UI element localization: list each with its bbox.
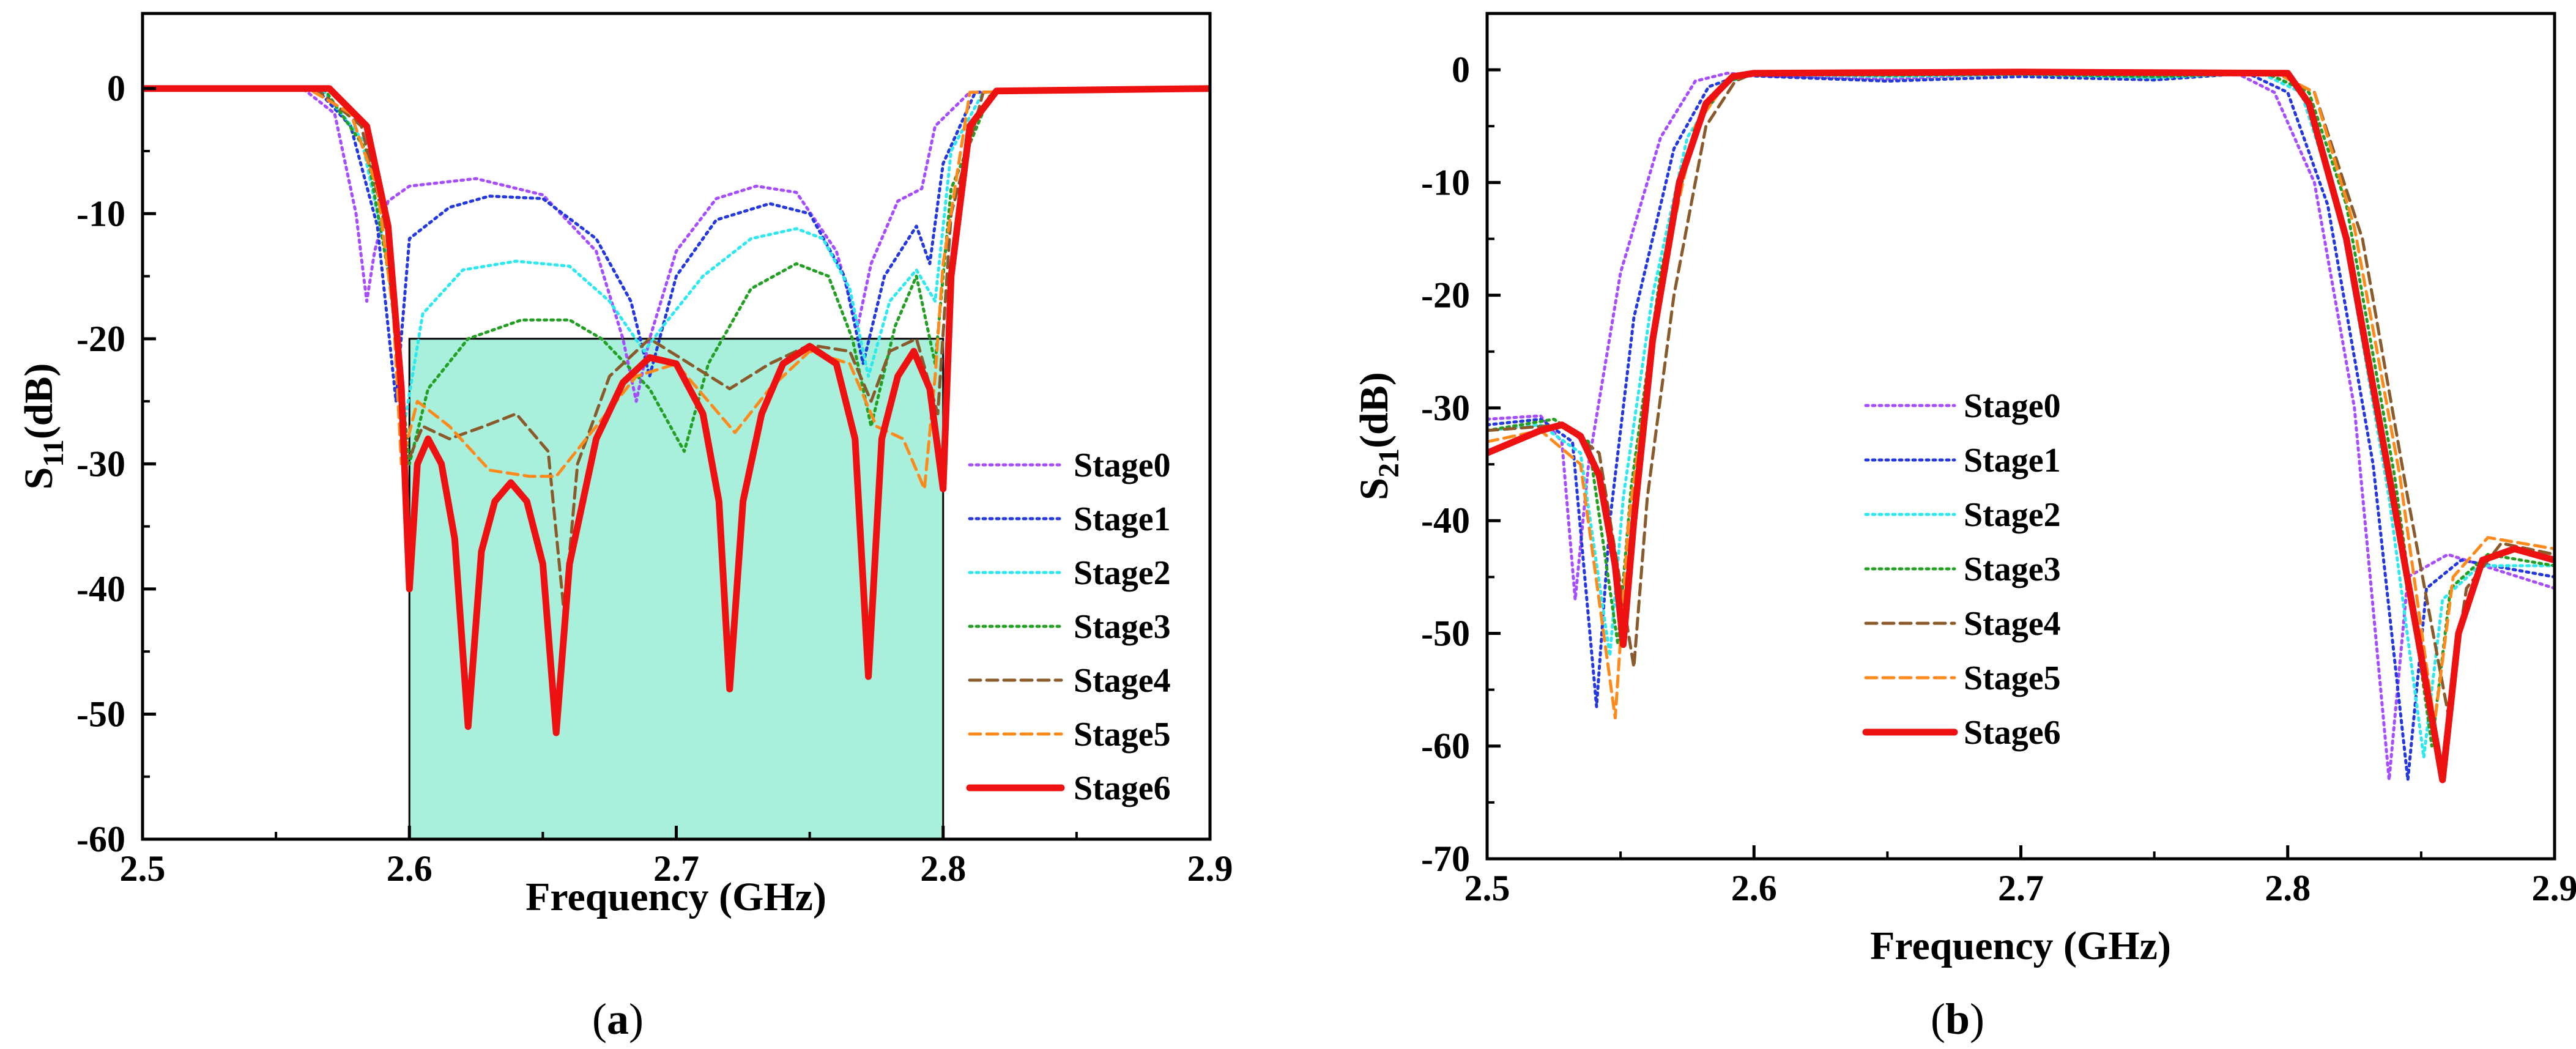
legend-label-stage3: Stage3: [1074, 608, 1171, 646]
series-line-stage4: [143, 87, 1210, 616]
x-tick-label: 2.7: [653, 848, 699, 889]
panel-caption-a: (a): [592, 995, 644, 1043]
legend-label-stage5: Stage5: [1074, 716, 1171, 754]
chart-panel-b: 2.5 2.6 2.7 2.8 2.9 0 -10 -20 -30 -40 -50 -60 -70 St…: [1352, 12, 2576, 1043]
y-tick-label: 0: [107, 69, 125, 109]
x-tick-label: 2.6: [387, 848, 432, 889]
x-axis-label-a: Frequency (GHz): [525, 875, 826, 919]
series-line-stage1: [143, 87, 1210, 403]
y-tick-label: -40: [1421, 500, 1470, 541]
legend-label-stage6: Stage6: [1964, 714, 2061, 752]
x-tick-label: 2.9: [1187, 848, 1233, 889]
x-tick-label: 2.6: [1731, 868, 1777, 908]
x-tick-label: 2.8: [2265, 868, 2311, 908]
legend-label-stage2: Stage2: [1964, 496, 2061, 534]
panel-caption-b-open: (: [1931, 995, 1945, 1043]
panel-caption-b-close: ): [1970, 995, 1984, 1043]
legend-label-stage0: Stage0: [1074, 447, 1171, 484]
y-tick-label: -10: [1421, 162, 1470, 202]
x-tick-label: 2.5: [120, 848, 166, 889]
x-tick-label: 2.8: [920, 848, 966, 889]
y-tick-label: -60: [76, 819, 125, 859]
y-tick-label: -50: [76, 694, 125, 734]
y-axis-label-a: S11(dB): [17, 363, 70, 490]
y-tick-label: -30: [76, 443, 125, 484]
legend-label-stage0: Stage0: [1964, 387, 2061, 425]
y-axis-label-a-main: S: [17, 467, 61, 490]
x-axis-label-b: Frequency (GHz): [1870, 924, 2171, 968]
legend-a: Stage0 Stage1 Stage2 Stage3 Stage4 Stage5 Stag…: [966, 447, 1171, 807]
legend-label-stage1: Stage1: [1074, 500, 1171, 538]
series-line-stage0: [143, 87, 1210, 403]
y-tick-label: -20: [76, 319, 125, 359]
legend-label-stage2: Stage2: [1074, 554, 1171, 592]
panel-caption-a-letter: a: [607, 995, 629, 1043]
legend-label-stage6: Stage6: [1074, 769, 1171, 807]
ticks-a: 2.5 2.6 2.7 2.8 2.9 0 -10 -20 -30 -40 -50 -60: [76, 69, 1233, 889]
y-axis-label-b-main: S: [1352, 478, 1397, 500]
y-tick-label: 0: [1452, 50, 1470, 90]
y-axis-label-a-sub: 11: [37, 439, 70, 467]
series-group-b: [1487, 69, 2555, 784]
series-line-stage0: [1487, 70, 2555, 782]
x-tick-label: 2.9: [2532, 868, 2576, 908]
y-tick-label: -50: [1421, 613, 1470, 653]
panel-caption-b: (b): [1931, 995, 1984, 1043]
y-tick-label: -30: [1421, 388, 1470, 428]
ticks-b: 2.5 2.6 2.7 2.8 2.9 0 -10 -20 -30 -40 -50 -60 -70: [1421, 50, 2576, 908]
series-line-stage6: [143, 85, 1210, 736]
series-group-a: [143, 85, 1210, 736]
y-tick-label: -70: [1421, 839, 1470, 879]
legend-b: Stage0 Stage1 Stage2 Stage3 Stage4 Stage5 Stag…: [1862, 387, 2061, 752]
y-tick-label: -20: [1421, 275, 1470, 316]
y-tick-label: -40: [76, 569, 125, 609]
legend-label-stage4: Stage4: [1964, 605, 2061, 643]
legend-label-stage4: Stage4: [1074, 662, 1171, 700]
y-tick-label: -10: [76, 193, 125, 234]
series-line-stage5: [1487, 70, 2555, 725]
y-axis-label-b-sub: 21: [1373, 448, 1405, 478]
chart-panel-a: 2.5 2.6 2.7 2.8 2.9 0 -10 -20 -30 -40 -50 -60 Stage…: [17, 12, 1233, 1043]
y-axis-label-b-unit: (dB): [1352, 372, 1397, 448]
x-tick-label: 2.7: [1998, 868, 2044, 908]
panel-caption-a-close: ): [629, 995, 644, 1043]
y-axis-label-a-unit: (dB): [17, 363, 61, 440]
panel-caption-a-open: (: [592, 995, 607, 1043]
legend-label-stage5: Stage5: [1964, 659, 2061, 697]
y-axis-label-b: S21(dB): [1352, 372, 1405, 500]
legend-label-stage1: Stage1: [1964, 442, 2061, 480]
legend-label-stage3: Stage3: [1964, 550, 2061, 588]
panel-caption-b-letter: b: [1945, 995, 1970, 1043]
x-tick-label: 2.5: [1464, 868, 1510, 908]
series-line-stage1: [1487, 72, 2555, 782]
series-line-stage6: [1487, 69, 2555, 784]
y-tick-label: -60: [1421, 726, 1470, 766]
